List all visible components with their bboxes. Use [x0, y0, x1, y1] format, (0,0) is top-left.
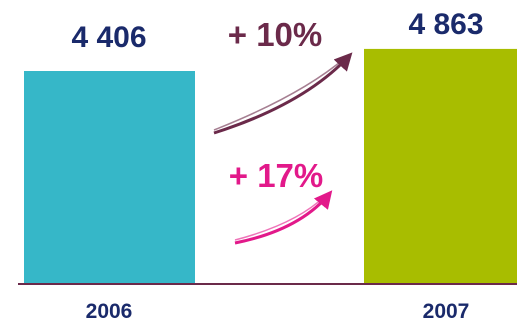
- bar-2007: [364, 48, 517, 285]
- growth-annotation-17: + 17%: [229, 157, 324, 194]
- growth-annotation-10: + 10%: [228, 16, 323, 53]
- category-label-2007: 2007: [423, 300, 470, 323]
- value-label-2007: 4 863: [408, 8, 483, 41]
- category-label-2006: 2006: [86, 300, 133, 323]
- bar-2006: [24, 71, 195, 284]
- growth-arrow-pink-shade: [234, 195, 326, 241]
- growth-arrow-dark-shade: [213, 57, 346, 131]
- value-label-2006: 4 406: [71, 21, 146, 54]
- growth-arrow-pink: [234, 190, 333, 245]
- growth-arrow-dark: [213, 52, 353, 135]
